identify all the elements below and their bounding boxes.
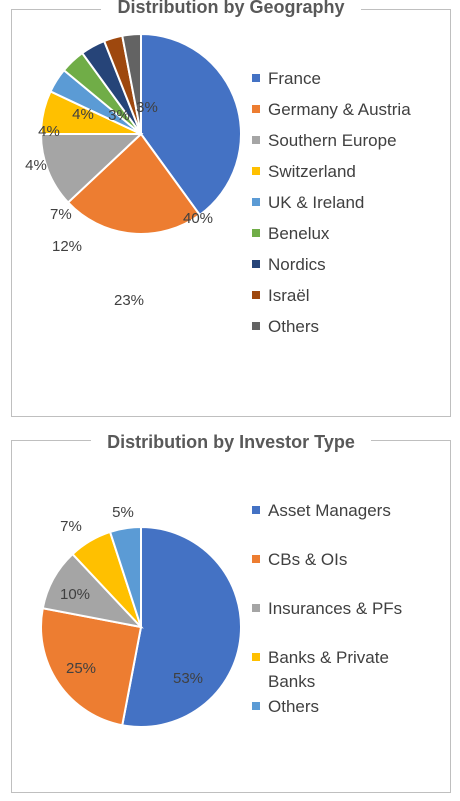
legend-label: Asset Managers <box>268 501 391 520</box>
legend-item-benelux: Benelux <box>252 224 330 243</box>
geography-pie-chart: 40% 23% 12% 7% 4% 4% 4% 3% 3% France Germany & Aus… <box>25 32 411 336</box>
pie-slice-asset-managers <box>121 525 242 728</box>
legend-label: Southern Europe <box>268 131 397 150</box>
data-label-others: 5% <box>112 504 134 521</box>
legend-label: Others <box>268 697 319 716</box>
data-label-benelux: 4% <box>38 123 60 140</box>
legend-swatch <box>252 167 260 175</box>
legend-item-uk-ireland: UK & Ireland <box>252 193 364 212</box>
legend-item-others: Others <box>252 317 319 336</box>
data-label-switzerland: 7% <box>50 206 72 223</box>
data-label-nordics: 4% <box>72 106 94 123</box>
pie-slice-southern-europe <box>39 133 144 204</box>
geography-chart-panel: Distribution by Geography 40% 23% 12% 7% 4% 4… <box>11 0 451 417</box>
legend-label: Insurances & PFs <box>268 599 402 618</box>
legend-swatch <box>252 260 260 268</box>
investor-chart-panel: Distribution by Investor Type 53% 25% 10% 7… <box>11 432 451 793</box>
legend-swatch <box>252 604 260 612</box>
legend-item-asset-managers: Asset Managers <box>252 501 391 520</box>
legend-label: Switzerland <box>268 162 356 181</box>
pie-slice-others <box>108 525 142 628</box>
data-label-insurances-pfs: 10% <box>60 586 90 603</box>
legend-swatch <box>252 653 260 661</box>
legend-item-southern-europe: Southern Europe <box>252 131 397 150</box>
data-label-uk-ireland: 4% <box>25 157 47 174</box>
pie-slice-germany-austria <box>66 132 202 235</box>
legend-item-france: France <box>252 69 321 88</box>
legend-item-cbs-ois: CBs & OIs <box>252 550 347 569</box>
legend-item-switzerland: Switzerland <box>252 162 356 181</box>
legend-swatch <box>252 198 260 206</box>
legend-swatch <box>252 136 260 144</box>
legend-item-germany-austria: Germany & Austria <box>252 100 411 119</box>
legend-label: France <box>268 69 321 88</box>
legend-swatch <box>252 229 260 237</box>
data-label-isra-l: 3% <box>108 107 130 124</box>
investor-chart-title: Distribution by Investor Type <box>12 432 450 453</box>
data-label-banks-private-banks: 7% <box>60 518 82 535</box>
legend-label: Others <box>268 317 319 336</box>
legend-label: Benelux <box>268 224 330 243</box>
legend-label: Banks <box>268 672 315 691</box>
legend-swatch <box>252 506 260 514</box>
investor-pie-chart: 53% 25% 10% 7% 5% Asset Managers CBs & OIs Insu… <box>40 501 402 728</box>
legend-item-insurances-pfs: Insurances & PFs <box>252 599 402 618</box>
legend-swatch <box>252 702 260 710</box>
legend-label: Banks & Private <box>268 648 389 667</box>
legend-swatch <box>252 322 260 330</box>
legend-swatch <box>252 74 260 82</box>
pie-slice-cbs-ois <box>40 607 143 727</box>
data-label-asset-managers: 53% <box>173 670 203 687</box>
data-label-germany-austria: 23% <box>114 292 144 309</box>
legend-swatch <box>252 105 260 113</box>
legend-label: Israël <box>268 286 310 305</box>
legend-label: CBs & OIs <box>268 550 347 569</box>
data-label-france: 40% <box>183 210 213 227</box>
pie-slice-others <box>121 32 142 135</box>
legend-label: Nordics <box>268 255 326 274</box>
data-label-southern-europe: 12% <box>52 238 82 255</box>
legend-item-nordics: Nordics <box>252 255 326 274</box>
legend-item-banks-private-banks: Banks & Private Banks <box>252 648 389 691</box>
legend-item-others: Others <box>252 697 319 716</box>
geography-chart-title: Distribution by Geography <box>12 0 450 18</box>
legend-swatch <box>252 291 260 299</box>
data-label-others: 3% <box>136 99 158 116</box>
data-label-cbs-ois: 25% <box>66 660 96 677</box>
legend-label: UK & Ireland <box>268 193 364 212</box>
pie-slice-france <box>140 32 242 217</box>
legend-item-isra-l: Israël <box>252 286 310 305</box>
legend-swatch <box>252 555 260 563</box>
legend-label: Germany & Austria <box>268 100 411 119</box>
